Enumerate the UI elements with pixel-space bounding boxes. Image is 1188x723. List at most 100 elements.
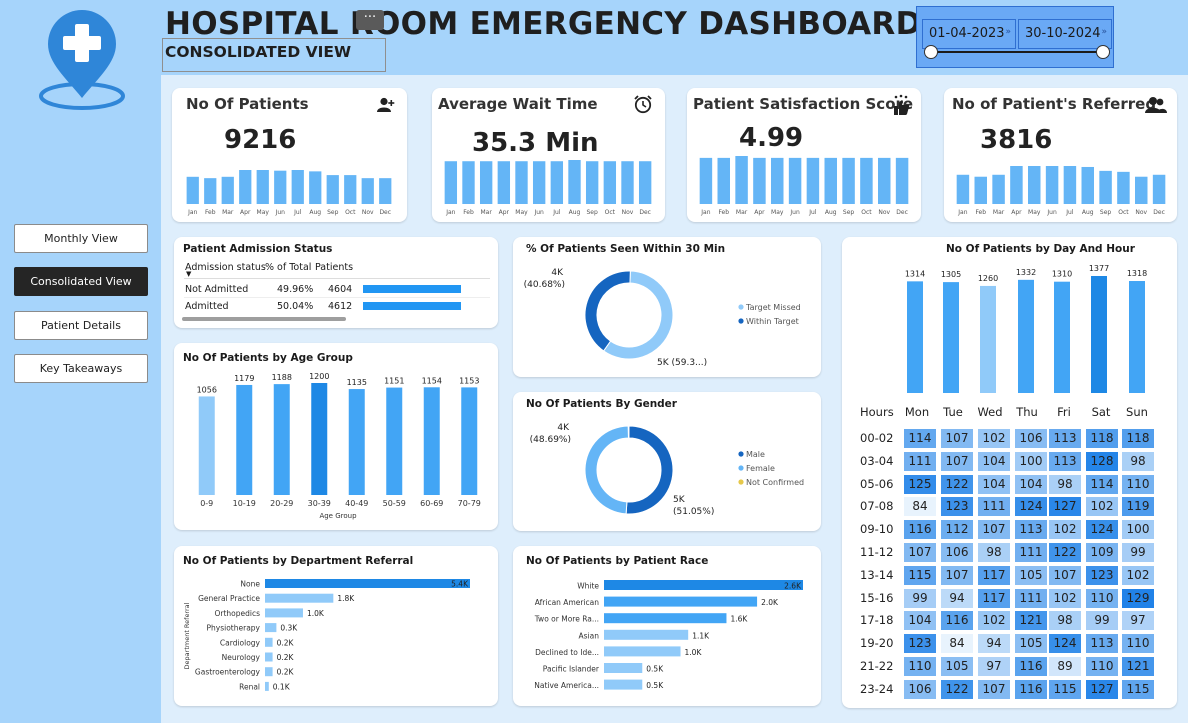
date-range-slicer[interactable]: 01-04-2023» 30-10-2024» [916,6,1114,68]
dept-referral-bar-chart[interactable]: None 5.4K General Practice 1.8K Orthopedics 1… [174,574,498,704]
bar[interactable] [974,176,987,204]
bar[interactable] [236,384,253,495]
heatmap-cell[interactable]: 122 [941,474,973,494]
heatmap-cell[interactable]: 105 [941,657,973,676]
bar[interactable] [860,157,873,204]
heatmap-cell[interactable]: 128 [1086,451,1118,471]
heatmap-cell[interactable]: 98 [1049,611,1081,631]
heatmap-cell[interactable]: 117 [978,565,1010,585]
bar[interactable] [265,608,303,618]
bar[interactable] [265,623,277,633]
nav-monthly-view-button[interactable]: Monthly View [14,224,148,253]
sort-desc-icon[interactable]: ▼ [186,270,192,278]
heatmap-cell[interactable]: 102 [978,429,1010,448]
bar[interactable] [462,161,475,204]
heatmap-cell[interactable]: 99 [1122,543,1154,562]
bar[interactable] [956,174,970,204]
gender-donut-chart[interactable]: 5K (51.05%) 4K (48.69%) Male Female Not Confir… [513,412,821,530]
patient-race-bar-chart[interactable]: White 2.6K African American 2.0K Two or More… [513,574,821,702]
bar[interactable] [550,161,564,204]
admission-col-status-header[interactable]: Admission status [185,262,266,273]
slider-start-handle[interactable] [924,45,938,59]
bar[interactable] [699,157,713,204]
bar[interactable] [423,387,440,495]
heatmap-cell[interactable]: 100 [1015,451,1047,471]
horizontal-scrollbar[interactable] [182,317,346,321]
heatmap-cell[interactable]: 115 [904,565,936,585]
bar[interactable] [604,580,803,590]
heatmap-cell[interactable]: 104 [978,474,1010,494]
heatmap-cell[interactable]: 116 [1015,657,1047,676]
bar[interactable] [326,175,339,204]
heatmap-cell[interactable]: 111 [978,497,1010,517]
bar[interactable] [311,383,328,495]
bar[interactable] [604,613,727,624]
bar[interactable] [1028,166,1041,204]
heatmap-cell[interactable]: 104 [904,611,936,631]
heatmap-cell[interactable]: 125 [904,474,936,494]
heatmap-cell[interactable]: 113 [1049,451,1081,471]
age-group-bar-chart[interactable]: 1056 0-9 1179 10-19 1188 20-29 1200 30-39 1135 40… [174,369,498,529]
heatmap-cell[interactable]: 119 [1122,497,1154,517]
bar[interactable] [186,176,199,204]
heatmap-cell[interactable]: 110 [904,657,936,676]
bar[interactable] [461,387,478,495]
heatmap-cell[interactable]: 127 [1049,497,1081,517]
heatmap-cell[interactable]: 118 [1086,429,1118,448]
heatmap-cell[interactable]: 124 [1049,634,1081,654]
heatmap-cell[interactable]: 89 [1049,657,1081,676]
heatmap-cell[interactable]: 107 [978,520,1010,540]
heatmap-cell[interactable]: 121 [1122,657,1154,676]
heatmap-cell[interactable]: 106 [904,679,936,699]
heatmap-cell[interactable]: 110 [1086,588,1118,608]
bar[interactable] [198,396,215,495]
heatmap-cell[interactable]: 116 [941,611,973,631]
bar[interactable] [1018,279,1034,393]
heatmap-cell[interactable]: 94 [941,588,973,608]
bar[interactable] [379,178,392,204]
pie-slice[interactable] [584,270,631,352]
heatmap-cell[interactable]: 105 [1015,634,1047,654]
heatmap-cell[interactable]: 110 [1122,474,1154,494]
legend-label[interactable]: Female [746,464,775,473]
bar[interactable] [753,157,766,204]
bar[interactable] [604,646,681,657]
nav-patient-details-button[interactable]: Patient Details [14,311,148,340]
bar[interactable] [344,175,357,204]
heatmap-cell[interactable]: 106 [941,543,973,562]
pie-slice[interactable] [627,425,630,439]
heatmap-cell[interactable]: 122 [1049,543,1081,562]
bar[interactable] [497,161,511,204]
heatmap-cell[interactable]: 94 [978,634,1010,654]
heatmap-cell[interactable]: 102 [1122,565,1154,585]
bar[interactable] [265,579,470,588]
heatmap-cell[interactable]: 123 [904,634,936,654]
heatmap-cell[interactable]: 107 [941,429,973,448]
heatmap-cell[interactable]: 123 [941,497,973,517]
day-hour-heatmap[interactable]: Hours Mon Tue Wed Thu Fri Sat Sun 00-02 114 107 102… [842,397,1177,702]
heatmap-cell[interactable]: 104 [1015,474,1047,494]
bar[interactable] [585,161,599,204]
bar[interactable] [1010,166,1023,204]
heatmap-cell[interactable]: 107 [941,451,973,471]
heatmap-cell[interactable]: 109 [1086,543,1118,562]
seen-30min-donut-chart[interactable]: 5K (59.3...) 4K (40.68%) Target Missed Withi… [513,257,821,375]
bar[interactable] [907,281,923,393]
heatmap-cell[interactable]: 102 [1049,588,1081,608]
bar[interactable] [1129,281,1145,393]
bar[interactable] [1054,281,1070,393]
bar[interactable] [1135,176,1148,204]
bar[interactable] [265,637,273,647]
bar[interactable] [274,170,287,204]
bar[interactable] [256,170,269,204]
bar[interactable] [309,171,322,204]
legend-label[interactable]: Target Missed [745,303,801,312]
bar[interactable] [842,157,855,204]
heatmap-cell[interactable]: 106 [1015,429,1047,448]
bar[interactable] [1099,170,1112,204]
heatmap-cell[interactable]: 113 [1015,520,1047,540]
heatmap-cell[interactable]: 99 [1086,611,1118,631]
heatmap-cell[interactable]: 102 [1086,497,1118,517]
bar[interactable] [604,663,643,673]
bar[interactable] [1152,174,1166,204]
